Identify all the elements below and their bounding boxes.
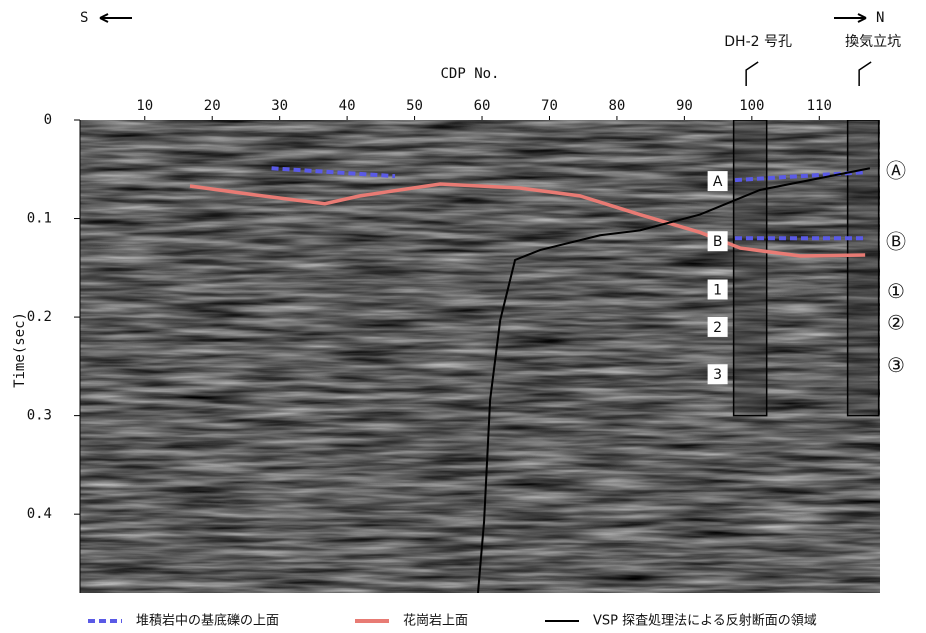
circled-label: Ⓑ — [886, 230, 906, 254]
x-tick-label: 60 — [474, 98, 491, 114]
chart: S N CDP No. Time(sec) 102030405060708090… — [0, 0, 926, 633]
x-tick-label: 20 — [204, 98, 221, 114]
x-tick-label: 10 — [136, 98, 153, 114]
box-label: B — [713, 234, 723, 250]
y-tick-label: 0.2 — [27, 309, 52, 325]
x-tick-label: 70 — [541, 98, 558, 114]
south-arrow — [100, 14, 132, 22]
box-label: 3 — [713, 367, 722, 383]
circled-label: ① — [887, 279, 905, 303]
x-tick-label: 100 — [739, 98, 764, 114]
x-tick-label: 50 — [406, 98, 423, 114]
x-tick-label: 110 — [807, 98, 832, 114]
borehole-label: DH-2 号孔 — [724, 34, 792, 50]
legend-label: 堆積岩中の基底礫の上面 — [136, 613, 279, 629]
x-tick-label: 30 — [271, 98, 288, 114]
x-axis-label: CDP No. — [440, 66, 499, 82]
box-label: 2 — [713, 320, 722, 336]
borehole-region — [734, 120, 767, 416]
y-tick-label: 0 — [44, 112, 52, 128]
page: {"chart_data": { "type": "line", "x_labe… — [0, 0, 926, 633]
legend-label: VSP 探査処理法による反射断面の領域 — [593, 613, 817, 629]
north-arrow — [834, 14, 866, 22]
circled-label: ③ — [887, 353, 905, 377]
south-label: S — [80, 10, 88, 26]
box-label: 1 — [713, 282, 722, 298]
y-axis-label: Time(sec) — [12, 312, 28, 388]
north-label: N — [876, 10, 884, 26]
borehole-label: 換気立坑 — [845, 34, 901, 50]
y-tick-label: 0.3 — [27, 408, 52, 424]
circled-label: Ⓐ — [886, 159, 906, 183]
circled-label: ② — [887, 310, 905, 334]
borehole-bracket — [859, 62, 871, 86]
x-tick-label: 90 — [676, 98, 693, 114]
y-tick-label: 0.1 — [27, 211, 52, 227]
borehole-region — [848, 120, 879, 416]
x-tick-label: 40 — [339, 98, 356, 114]
legend-label: 花崗岩上面 — [403, 613, 468, 629]
y-tick-label: 0.4 — [27, 506, 52, 522]
borehole-bracket — [746, 62, 758, 86]
box-label: A — [713, 174, 723, 190]
x-tick-label: 80 — [609, 98, 626, 114]
